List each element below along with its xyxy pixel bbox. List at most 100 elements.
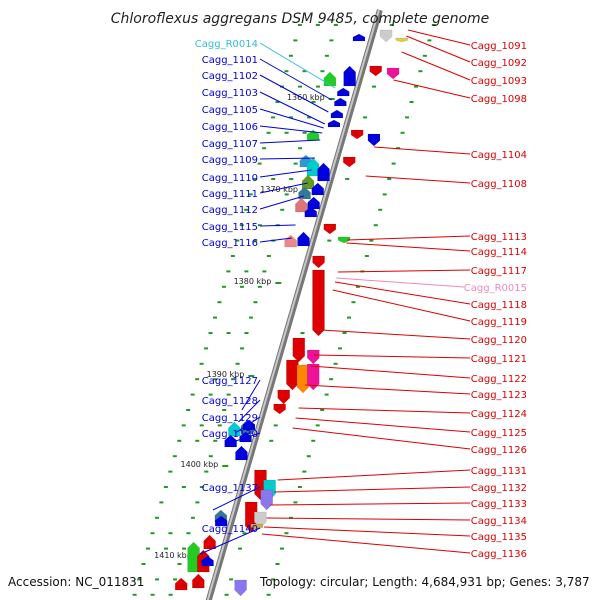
gene-label-right[interactable]: Cagg_1117 <box>471 266 527 277</box>
gene-label-right[interactable]: Cagg_1108 <box>471 179 527 190</box>
gene-arrow[interactable] <box>307 196 320 210</box>
gene-label-left[interactable]: Cagg_1127 <box>202 376 258 387</box>
gene-arrow[interactable] <box>284 234 297 248</box>
gene-label-right[interactable]: Cagg_1120 <box>471 335 527 346</box>
gene-label-right[interactable]: Cagg_1098 <box>471 94 527 105</box>
gene-arrow[interactable] <box>367 133 381 147</box>
gene-label-left[interactable]: Cagg_1129 <box>202 413 258 424</box>
gene-label-left[interactable]: Cagg_R0014 <box>195 39 258 50</box>
gene-label-right[interactable]: Cagg_1134 <box>471 516 527 527</box>
gene-arrow[interactable] <box>323 71 337 87</box>
gene-label-right[interactable]: Cagg_R0015 <box>464 283 527 294</box>
gene-label-right[interactable]: Cagg_1092 <box>471 58 527 69</box>
gene-arrow[interactable] <box>330 109 344 119</box>
gene-arrow[interactable] <box>312 255 325 269</box>
gene-label-left[interactable]: Cagg_1137 <box>202 483 258 494</box>
gene-arrow[interactable] <box>235 445 248 461</box>
gene-arrow[interactable] <box>298 186 311 200</box>
gene-arrow[interactable] <box>304 206 318 218</box>
gene-arrow[interactable] <box>273 403 286 415</box>
gene-label-left[interactable]: Cagg_1105 <box>202 105 258 116</box>
gene-label-left[interactable]: Cagg_1109 <box>202 155 258 166</box>
gene-label-left[interactable]: Cagg_1107 <box>202 139 258 150</box>
gene-label-left[interactable]: Cagg_1103 <box>202 88 258 99</box>
gene-label-right[interactable]: Cagg_1125 <box>471 428 527 439</box>
gene-arrow[interactable] <box>334 97 347 107</box>
tick-mark <box>163 547 168 550</box>
gene-arrow[interactable] <box>214 515 228 527</box>
gene-label-right[interactable]: Cagg_1118 <box>471 300 527 311</box>
gene-label-right[interactable]: Cagg_1114 <box>471 247 527 258</box>
gene-arrow[interactable] <box>228 421 241 437</box>
gene-arrow[interactable] <box>260 489 273 511</box>
leader-line <box>365 175 471 184</box>
tick-mark <box>257 162 262 165</box>
gene-arrow[interactable] <box>277 389 290 405</box>
gene-label-left[interactable]: Cagg_1116 <box>202 238 258 249</box>
gene-label-left[interactable]: Cagg_1112 <box>202 205 258 216</box>
gene-arrow[interactable] <box>301 174 315 190</box>
gene-arrow[interactable] <box>203 534 216 550</box>
gene-arrow[interactable] <box>192 573 205 589</box>
gene-label-left[interactable]: Cagg_1106 <box>202 122 258 133</box>
gene-arrow[interactable] <box>386 67 400 80</box>
gene-label-right[interactable]: Cagg_1132 <box>471 483 527 494</box>
gene-label-left[interactable]: Cagg_1102 <box>202 71 258 82</box>
gene-arrow[interactable] <box>292 337 306 363</box>
gene-arrow[interactable] <box>343 65 356 87</box>
gene-arrow[interactable] <box>323 223 337 235</box>
gene-arrow[interactable] <box>234 579 247 597</box>
kbp-label: 1400 kbp <box>181 460 219 469</box>
gene-label-right[interactable]: Cagg_1124 <box>471 409 527 420</box>
gene-arrow[interactable] <box>311 182 324 196</box>
gene-label-right[interactable]: Cagg_1119 <box>471 317 527 328</box>
tick-mark <box>355 285 360 288</box>
gene-arrow[interactable] <box>337 236 351 244</box>
gene-arrow[interactable] <box>297 231 310 247</box>
gene-label-right[interactable]: Cagg_1133 <box>471 499 527 510</box>
gene-arrow[interactable] <box>307 349 320 365</box>
gene-arrow[interactable] <box>369 65 382 77</box>
gene-label-left[interactable]: Cagg_1110 <box>202 173 258 184</box>
gene-arrow[interactable] <box>296 364 310 394</box>
gene-arrow[interactable] <box>174 577 188 591</box>
gene-label-right[interactable]: Cagg_1091 <box>471 41 527 52</box>
gene-label-right[interactable]: Cagg_1104 <box>471 150 527 161</box>
gene-arrow[interactable] <box>327 119 341 128</box>
gene-label-left[interactable]: Cagg_1111 <box>202 189 258 200</box>
gene-arrow[interactable] <box>352 33 366 42</box>
gene-label-left[interactable]: Cagg_1115 <box>202 222 258 233</box>
gene-arrow[interactable] <box>224 434 237 448</box>
gene-arrow[interactable] <box>379 29 393 43</box>
gene-arrow[interactable] <box>337 87 350 97</box>
gene-arrow[interactable] <box>306 363 320 391</box>
gene-label-right[interactable]: Cagg_1135 <box>471 532 527 543</box>
gene-label-right[interactable]: Cagg_1136 <box>471 549 527 560</box>
tick-mark <box>427 39 432 42</box>
gene-label-right[interactable]: Cagg_1123 <box>471 390 527 401</box>
gene-label-right[interactable]: Cagg_1121 <box>471 354 527 365</box>
gene-arrow[interactable] <box>312 269 325 337</box>
gene-arrow[interactable] <box>350 129 364 140</box>
leader-line <box>259 182 308 194</box>
gene-label-right[interactable]: Cagg_1113 <box>471 232 527 243</box>
gene-arrow[interactable] <box>343 156 356 168</box>
gene-label-left[interactable]: Cagg_1128 <box>202 396 258 407</box>
gene-arrow[interactable] <box>286 359 299 391</box>
tick-mark <box>382 193 387 196</box>
gene-arrow[interactable] <box>306 157 320 177</box>
gene-label-right[interactable]: Cagg_1122 <box>471 374 527 385</box>
gene-label-right[interactable]: Cagg_1126 <box>471 445 527 456</box>
gene-arrow[interactable] <box>295 197 308 213</box>
gene-label-left[interactable]: Cagg_1140 <box>202 524 258 535</box>
gene-label-right[interactable]: Cagg_1093 <box>471 76 527 87</box>
gene-label-left[interactable]: Cagg_1101 <box>202 55 258 66</box>
tick-mark <box>333 362 338 365</box>
gene-arrow[interactable] <box>317 162 330 182</box>
gene-arrow[interactable] <box>201 555 214 567</box>
gene-label-right[interactable]: Cagg_1131 <box>471 466 527 477</box>
gene-arrow[interactable] <box>187 541 200 573</box>
gene-label-left[interactable]: Cagg_1130 <box>202 429 258 440</box>
tick-mark <box>266 131 271 134</box>
gene-arrow[interactable] <box>395 37 409 43</box>
